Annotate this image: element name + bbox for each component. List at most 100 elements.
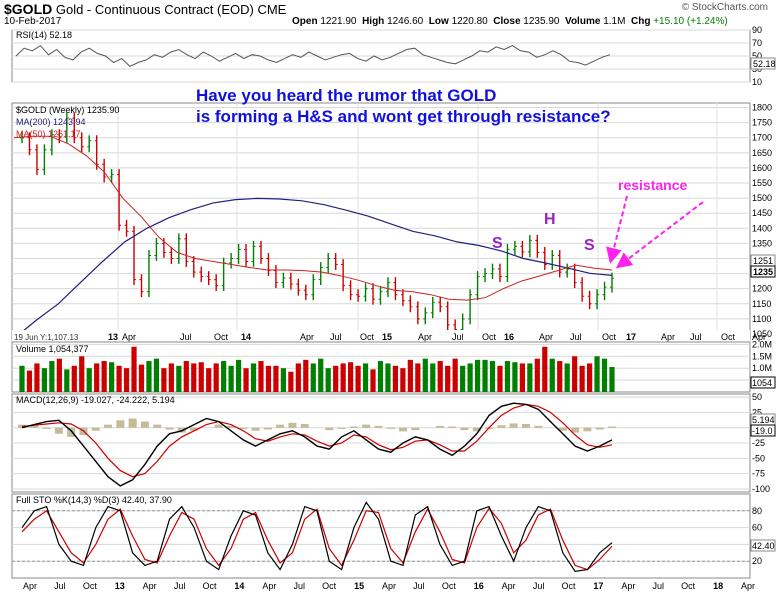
sto-x-label: 15 — [354, 581, 364, 591]
volume-value: 1.1M — [603, 16, 626, 27]
price-tick-label: 1600 — [752, 163, 772, 173]
price-x-label: Apr — [539, 332, 553, 342]
ma200-line — [13, 197, 613, 339]
volume-bar — [340, 363, 346, 392]
macd-histogram-bar — [386, 427, 395, 429]
macd-histogram-bar — [374, 425, 383, 428]
price-x-label: Jul — [180, 332, 192, 342]
volume-bar — [310, 363, 316, 392]
sto-tick-label: 80 — [752, 506, 762, 516]
price-badge-last — [750, 265, 776, 278]
macd-histogram-bar — [435, 425, 444, 428]
volume-bar — [333, 365, 339, 392]
volume-bar — [288, 371, 294, 392]
volume-bar — [19, 365, 25, 392]
volume-bar — [71, 365, 77, 392]
sto-x-label: Apr — [621, 581, 635, 591]
volume-bar — [183, 361, 189, 392]
ohlc-readout: Open 1221.90 High 1246.60 Low 1220.80 Cl… — [292, 16, 728, 27]
volume-bar — [370, 369, 376, 392]
macd-title: MACD(12,26,9) -19.027, -24.222, 5.194 — [16, 395, 175, 405]
macd-last-value-1: 5.194 — [752, 415, 775, 425]
macd-histogram-bar — [534, 425, 543, 428]
macd-histogram-bar — [460, 427, 469, 431]
sto-last-value-1: 42.40 — [752, 541, 775, 551]
price-x-label: Apr — [661, 332, 675, 342]
rsi-tick-label: 70 — [752, 38, 762, 48]
high-label: High — [362, 16, 385, 27]
volume-bar — [138, 364, 145, 392]
macd-histogram-bar — [509, 423, 518, 428]
contract-name: Gold - Continuous Contract (EOD) — [55, 2, 254, 17]
macd-histogram-bar — [165, 427, 174, 430]
chart-date: 10-Feb-2017 — [4, 16, 62, 27]
price-tick-label: 1400 — [752, 223, 772, 233]
volume-bar — [206, 368, 212, 392]
price-x-label: Apr — [122, 332, 136, 342]
volume-bar — [273, 365, 279, 392]
macd-histogram-bar — [153, 424, 162, 428]
head-label: H — [544, 211, 556, 228]
low-value: 1220.80 — [451, 16, 488, 27]
volume-bar — [392, 365, 399, 392]
volume-bar — [228, 365, 234, 392]
rsi-title: RSI(14) 52.18 — [16, 30, 72, 40]
sto-x-label: Apr — [23, 581, 37, 591]
resistance-arrow-1 — [606, 195, 628, 264]
sto-x-label: Jul — [174, 581, 186, 591]
volume-label: Volume — [565, 16, 601, 27]
resistance-arrow-2 — [615, 201, 704, 269]
sto-x-label: Apr — [143, 581, 157, 591]
volume-last-value: 1054 — [752, 378, 772, 388]
volume-bar — [41, 368, 48, 392]
sto-x-label: Oct — [442, 581, 457, 591]
volume-bar — [549, 358, 555, 392]
sto-x-label: 18 — [713, 581, 723, 591]
price-x-label: Jul — [570, 332, 582, 342]
price-badge-ma-value: 1251 — [753, 256, 773, 266]
rsi-tick-label: 10 — [752, 77, 762, 87]
volume-bar — [101, 361, 107, 392]
exchange: CME — [257, 2, 287, 17]
volume-bar — [377, 361, 384, 392]
volume-last-badge — [750, 376, 776, 389]
volume-bar — [235, 359, 242, 392]
price-x-label: Apr — [752, 332, 766, 342]
close-label: Close — [493, 16, 521, 27]
rsi-tick-label: 50 — [752, 51, 762, 61]
price-tick-label: 1700 — [752, 133, 772, 143]
sto-k-line — [21, 501, 613, 572]
macd-last-value-2: -19.0 — [752, 426, 773, 436]
volume-bar — [609, 367, 615, 392]
volume-bar — [497, 365, 503, 392]
price-tick-label: 1200 — [752, 284, 772, 294]
macd-last-badge-2 — [750, 424, 776, 437]
price-tick-label: 1650 — [752, 148, 772, 158]
price-tick-label: 1750 — [752, 118, 772, 128]
chart-title: $GOLD Gold - Continuous Contract (EOD) C… — [4, 1, 286, 17]
price-tick-label: 1050 — [752, 329, 772, 339]
date-marker: 19 Jun Y:1,107.13 — [14, 333, 79, 342]
volume-bar — [594, 356, 600, 392]
volume-bar — [26, 370, 33, 392]
macd-histogram-bar — [349, 426, 358, 428]
sto-x-label: Apr — [262, 581, 276, 591]
macd-histogram-bar — [325, 427, 334, 431]
volume-bar — [318, 358, 324, 392]
volume-bar — [415, 363, 421, 392]
price-tick-label: 1800 — [752, 103, 772, 113]
price-x-label: 13 — [108, 332, 118, 342]
volume-bar — [153, 358, 160, 392]
macd-tick-label: -100 — [752, 484, 770, 494]
sto-x-label: Jul — [533, 581, 545, 591]
volume-bar — [489, 361, 496, 392]
volume-bar — [348, 362, 354, 392]
price-x-label: Apr — [300, 332, 314, 342]
macd-histogram-bar — [276, 424, 285, 428]
high-value: 1246.60 — [387, 16, 424, 27]
volume-bar — [430, 363, 436, 392]
volume-bar — [572, 356, 578, 392]
volume-bar — [79, 356, 85, 392]
stockcharts-brand: © StockCharts.com — [681, 2, 768, 13]
